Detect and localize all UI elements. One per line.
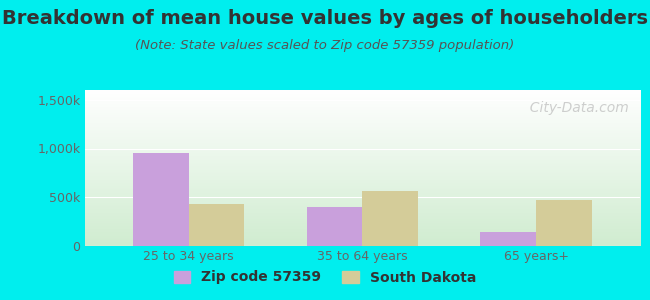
Bar — [363, 191, 418, 246]
Legend: Zip code 57359, South Dakota: Zip code 57359, South Dakota — [168, 265, 482, 290]
Bar — [536, 200, 592, 246]
Bar — [307, 207, 362, 246]
Text: City-Data.com: City-Data.com — [521, 101, 629, 115]
Bar — [133, 153, 188, 246]
Text: Breakdown of mean house values by ages of householders: Breakdown of mean house values by ages o… — [2, 9, 648, 28]
Bar — [480, 232, 536, 246]
Text: (Note: State values scaled to Zip code 57359 population): (Note: State values scaled to Zip code 5… — [135, 39, 515, 52]
Bar — [188, 204, 244, 246]
